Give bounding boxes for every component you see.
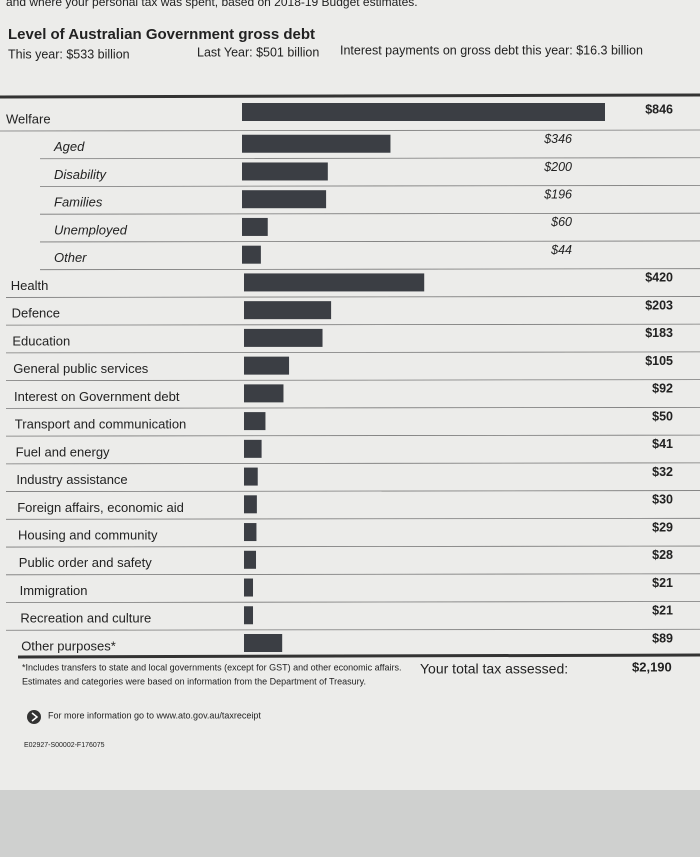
total-value: $2,190 (632, 659, 672, 674)
row-label: Welfare (6, 111, 51, 126)
row-divider (5, 462, 700, 465)
row-label: Unemployed (54, 222, 128, 237)
row-label: Aged (53, 139, 85, 154)
top-rule (0, 93, 700, 99)
bar (242, 134, 391, 153)
value-label: $92 (652, 382, 673, 396)
value-label: $21 (652, 604, 673, 618)
bar (244, 578, 254, 597)
value-label: $846 (645, 102, 673, 116)
row-divider (5, 545, 700, 548)
bar (244, 550, 257, 569)
value-label: $89 (652, 631, 673, 645)
row-divider (39, 240, 700, 243)
row-label: Other purposes* (21, 638, 116, 653)
row-divider (5, 517, 700, 520)
value-label: $44 (550, 243, 572, 257)
row-divider (5, 379, 700, 382)
row-label: Interest on Government debt (14, 389, 180, 404)
row-label: Transport and communication (15, 417, 187, 432)
bar (242, 190, 327, 209)
row-divider (5, 323, 700, 326)
value-label: $105 (645, 354, 673, 368)
paper (0, 0, 700, 790)
row-label: Recreation and culture (20, 611, 151, 626)
bar (244, 356, 290, 375)
last-year: Last Year: $501 billion (197, 45, 319, 59)
value-label: $196 (543, 188, 572, 202)
row-divider (5, 628, 700, 631)
value-label: $346 (543, 132, 572, 146)
value-label: $50 (652, 409, 673, 423)
more-info: For more information go to www.ato.gov.a… (48, 710, 261, 720)
value-label: $30 (652, 493, 673, 507)
value-label: $28 (652, 548, 673, 562)
bar (244, 412, 266, 431)
row-divider (39, 157, 700, 160)
this-year: This year: $533 billion (8, 47, 130, 61)
chart: Welfare $846 Aged $346 Disability $200 Familie… (0, 102, 700, 653)
bar (244, 384, 284, 403)
bar (244, 495, 257, 514)
bar (244, 523, 257, 542)
row-divider (5, 490, 700, 492)
value-label: $41 (652, 437, 673, 451)
row-label: Immigration (20, 583, 88, 598)
row-divider (39, 212, 700, 215)
row-divider (0, 129, 700, 132)
bar (242, 103, 605, 121)
row-label: Disability (54, 167, 108, 182)
intro: and where your personal tax was spent, b… (6, 0, 418, 9)
row-label: Families (54, 195, 103, 210)
value-label: $183 (645, 326, 673, 340)
bar (242, 217, 268, 236)
value-label: $32 (652, 465, 673, 479)
row-label: Foreign affairs, economic aid (17, 500, 184, 515)
value-label: $29 (652, 520, 673, 534)
row-divider (39, 268, 700, 271)
row-divider (5, 601, 700, 603)
interest: Interest payments on gross debt this yea… (340, 43, 643, 57)
row-label: Public order and safety (19, 555, 152, 570)
value-label: $60 (550, 215, 572, 229)
row-label: General public services (13, 361, 149, 376)
bottom-rule (17, 653, 700, 659)
info-arrow (31, 712, 39, 722)
row-divider (39, 185, 700, 187)
row-label: Housing and community (18, 527, 158, 542)
debt-title: Level of Australian Government gross deb… (8, 26, 315, 43)
value-label: $21 (652, 576, 673, 590)
row-divider (5, 351, 700, 354)
row-label: Other (54, 250, 87, 265)
value-label: $203 (645, 298, 673, 312)
bar (242, 162, 328, 181)
row-label: Education (12, 333, 70, 348)
bar (244, 467, 258, 486)
footnote: *Includes transfers to state and local g… (22, 662, 402, 672)
bar (242, 245, 261, 264)
row-label: Fuel and energy (16, 444, 110, 459)
footnote: Estimates and categories were based on i… (22, 676, 366, 686)
value-label: $420 (645, 271, 673, 285)
row-divider (5, 434, 700, 437)
bar (244, 634, 283, 652)
desk (0, 790, 700, 857)
row-label: Industry assistance (16, 472, 127, 487)
bar (244, 606, 254, 625)
bar (244, 439, 262, 458)
code: E02927-S00002-F176075 (24, 742, 105, 749)
row-divider (5, 296, 700, 298)
row-label: Defence (12, 306, 60, 321)
row-divider (5, 573, 700, 576)
total-label: Your total tax assessed: (420, 661, 568, 677)
value-label: $200 (543, 160, 572, 174)
bar (244, 301, 332, 320)
info-icon (27, 710, 41, 724)
bar (244, 273, 425, 292)
bar (244, 328, 323, 347)
row-label: Health (11, 278, 49, 293)
row-divider (5, 406, 700, 409)
